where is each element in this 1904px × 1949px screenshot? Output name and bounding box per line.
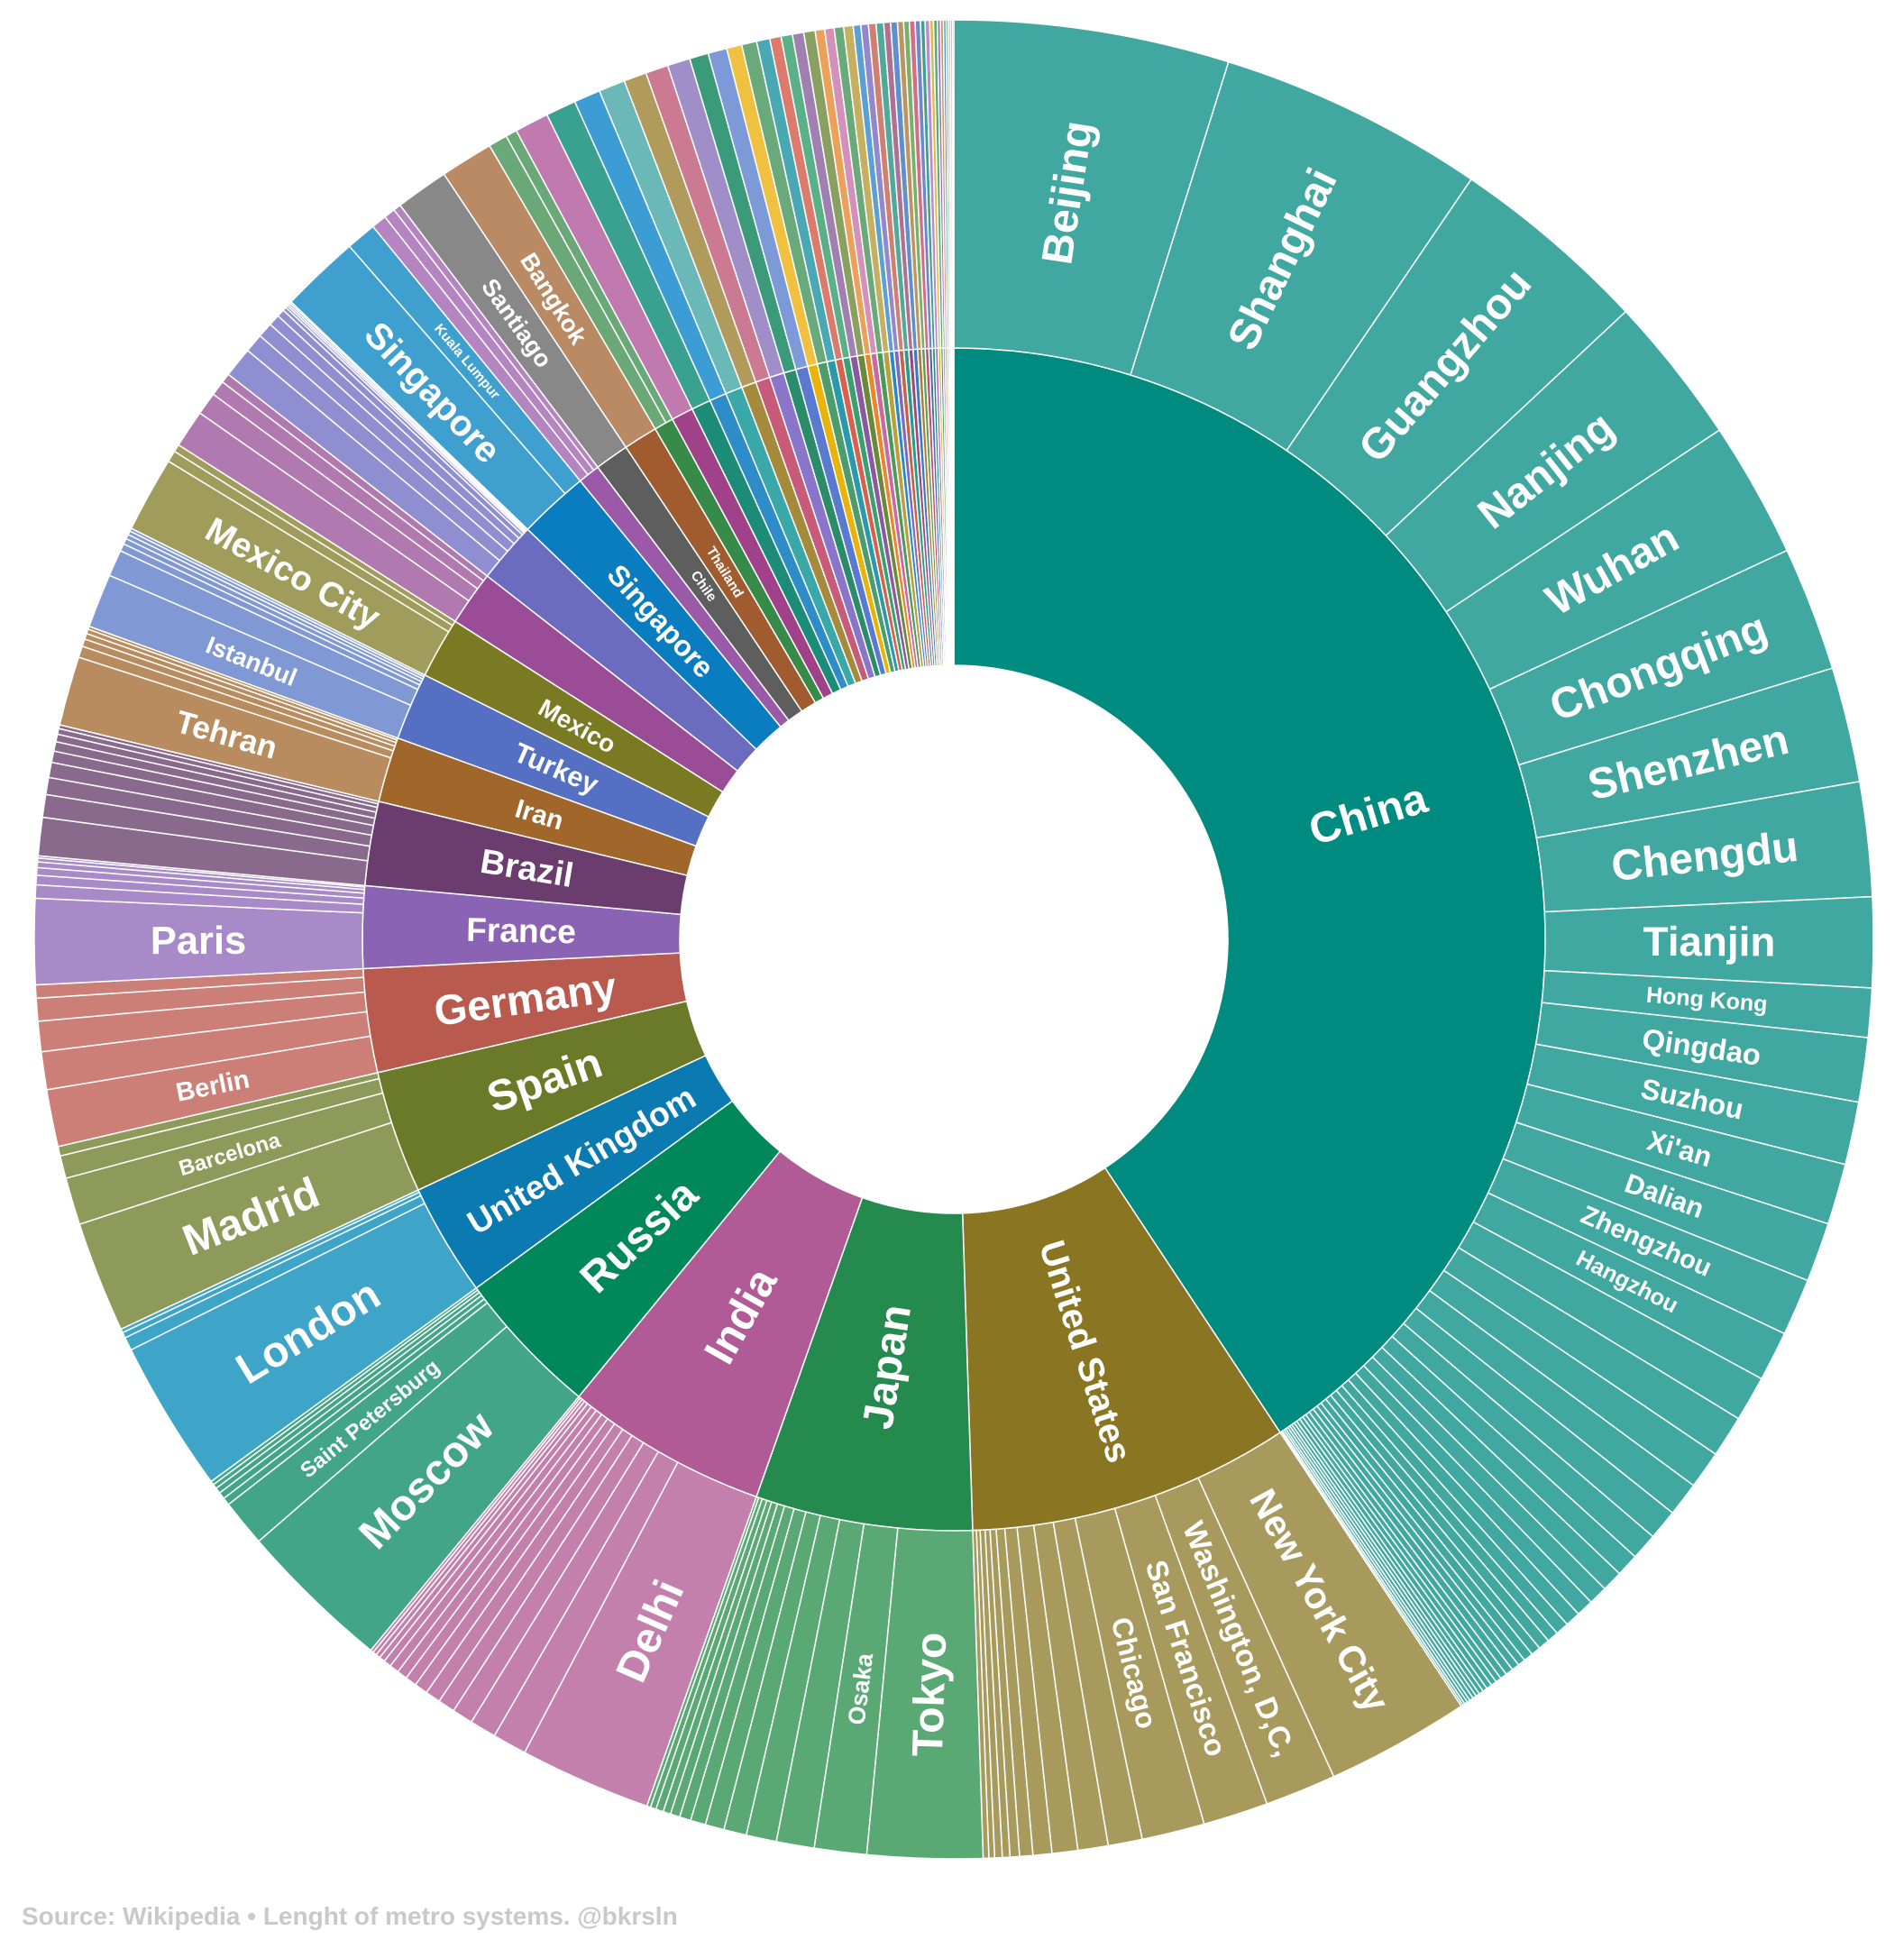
city-label-tokyo: Tokyo xyxy=(904,1632,956,1757)
source-caption: Source: Wikipedia • Lenght of metro syst… xyxy=(22,1902,678,1930)
city-label-tianjin: Tianjin xyxy=(1643,919,1776,965)
country-ring xyxy=(362,347,1546,1532)
city-label-paris: Paris xyxy=(151,920,247,963)
city-ring xyxy=(33,19,1874,1860)
city-slice-other-60-0[interactable] xyxy=(951,19,955,349)
country-label-france: France xyxy=(466,910,576,951)
country-slice-other-60[interactable] xyxy=(952,347,955,666)
